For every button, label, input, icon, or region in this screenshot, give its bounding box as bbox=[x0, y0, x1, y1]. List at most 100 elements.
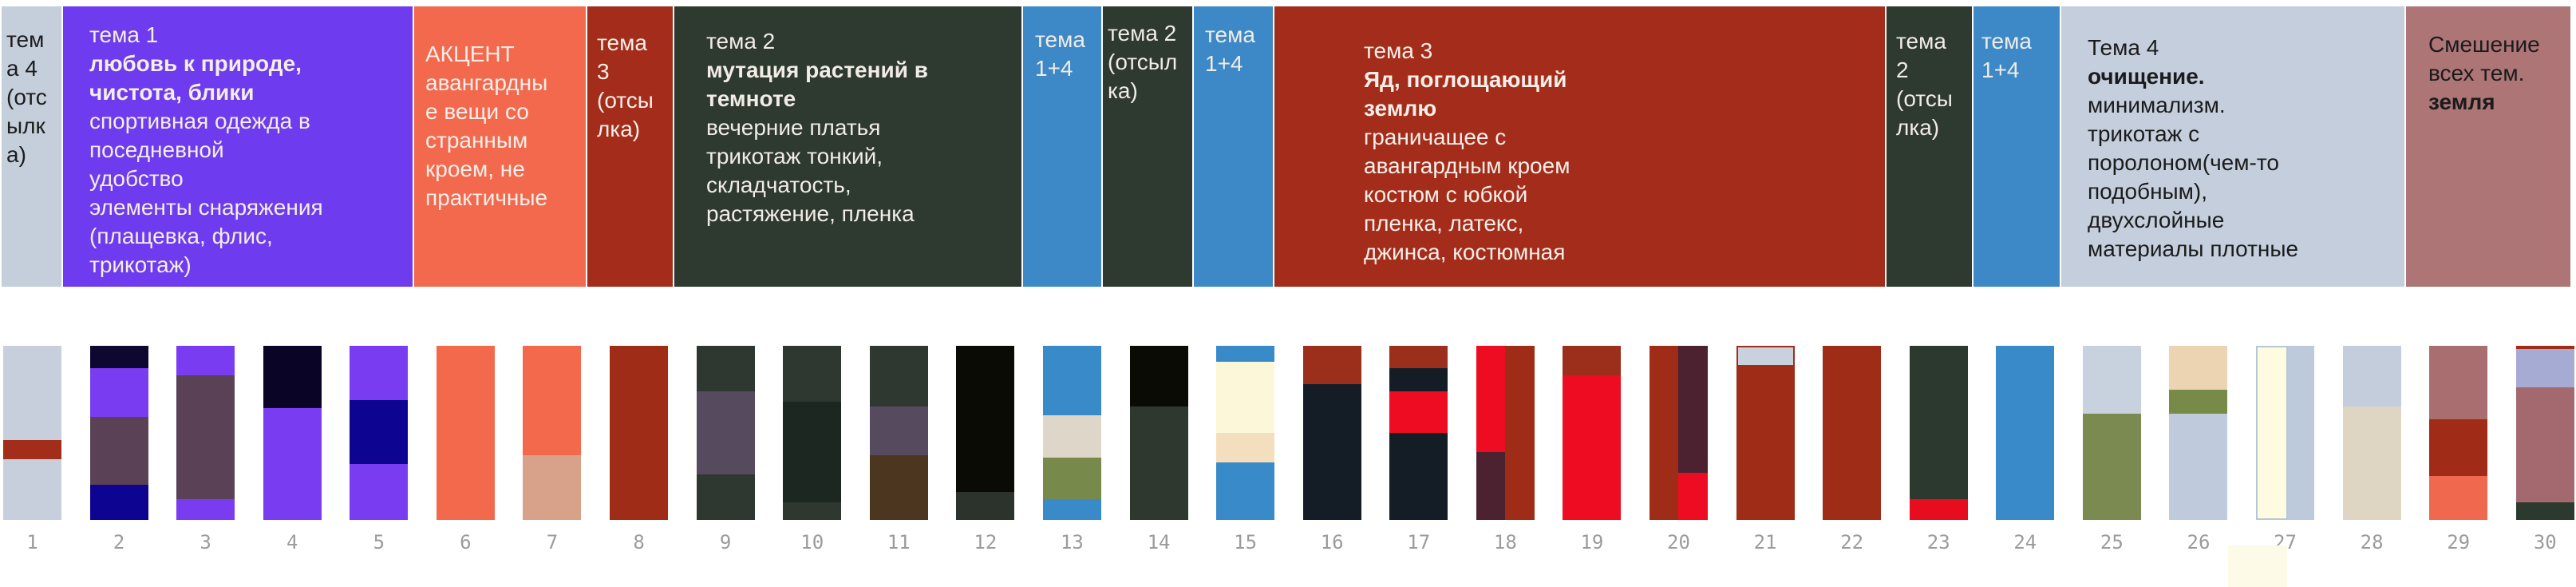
bar-segment[interactable] bbox=[263, 408, 322, 520]
bar-segment[interactable] bbox=[1563, 346, 1622, 376]
bar-segment[interactable] bbox=[610, 346, 669, 520]
bar-segment[interactable] bbox=[263, 346, 322, 409]
bar-segment[interactable] bbox=[350, 464, 409, 520]
bar-column bbox=[1736, 346, 1795, 520]
bar-segment[interactable] bbox=[3, 439, 61, 459]
bar-segment[interactable] bbox=[1389, 432, 1448, 520]
bar-segment[interactable] bbox=[783, 346, 842, 402]
bar-segment[interactable] bbox=[523, 455, 582, 520]
bar-segment[interactable] bbox=[956, 346, 1015, 493]
bar-segment[interactable] bbox=[89, 485, 148, 520]
theme-block-theme-1-4-a[interactable]: тема 1+4 bbox=[1023, 6, 1101, 287]
bar-segment[interactable] bbox=[176, 498, 235, 520]
bar-segment[interactable] bbox=[1563, 375, 1622, 520]
bar-segment[interactable] bbox=[1389, 368, 1448, 391]
bar-segment[interactable] bbox=[2169, 389, 2228, 414]
theme-block-theme-1-4-c[interactable]: тема 1+4 bbox=[1973, 6, 2060, 287]
bar-segment[interactable] bbox=[89, 417, 148, 486]
bar-segment[interactable] bbox=[1476, 451, 1506, 520]
bar-segment[interactable] bbox=[1909, 346, 1968, 499]
bar-segment[interactable] bbox=[1042, 415, 1101, 458]
bar-segment[interactable] bbox=[1042, 498, 1101, 520]
bar-segment[interactable] bbox=[869, 455, 928, 520]
bar-segment[interactable] bbox=[1129, 346, 1188, 407]
bar-segment[interactable] bbox=[869, 407, 928, 456]
bar-segment[interactable] bbox=[436, 346, 495, 520]
bar-segment[interactable] bbox=[1909, 498, 1968, 520]
bar-segment[interactable] bbox=[1216, 346, 1275, 362]
bar-segment[interactable] bbox=[1042, 346, 1101, 416]
bar-segment[interactable] bbox=[350, 346, 409, 400]
theme-block-line: костюм с юбкой bbox=[1364, 182, 1528, 207]
bar-segment[interactable] bbox=[2169, 346, 2228, 390]
bar-segment[interactable] bbox=[956, 492, 1015, 520]
bar-segment[interactable] bbox=[1216, 462, 1275, 520]
bar-segment[interactable] bbox=[2169, 414, 2228, 520]
bar-segment[interactable] bbox=[3, 458, 61, 520]
bar-segment[interactable] bbox=[1476, 346, 1506, 452]
bar-segment[interactable] bbox=[696, 346, 755, 391]
bar-segment[interactable] bbox=[1736, 346, 1795, 367]
bar-segment[interactable] bbox=[523, 346, 582, 456]
bar-segment[interactable] bbox=[1823, 346, 1882, 520]
bar-segment[interactable] bbox=[783, 401, 842, 503]
bar-segment[interactable] bbox=[1649, 346, 1679, 520]
theme-block-accent[interactable]: АКЦЕНТ авангардны е вещи со странным кроем, … bbox=[414, 6, 586, 287]
bar-segment[interactable] bbox=[1678, 346, 1708, 474]
theme-block-theme-2-ref-b[interactable]: тема 2 (отсы лка) bbox=[1887, 6, 1972, 287]
theme-block-line: (отс bbox=[6, 85, 47, 109]
bar-segment[interactable] bbox=[1389, 391, 1448, 433]
theme-block-line: землю bbox=[1364, 96, 1437, 121]
theme-block-theme-4[interactable]: Тема 4 очищение. минимализм. трикотаж с поро… bbox=[2061, 6, 2404, 287]
bar-segment[interactable] bbox=[1129, 407, 1188, 520]
bar-segment[interactable] bbox=[2515, 387, 2574, 503]
bar-segment[interactable] bbox=[1678, 473, 1708, 520]
bar-segment[interactable] bbox=[3, 346, 61, 440]
bar-segment[interactable] bbox=[1389, 346, 1448, 369]
stray-swatch[interactable] bbox=[2228, 545, 2287, 587]
bar-segment[interactable] bbox=[2429, 476, 2488, 520]
bar-segment[interactable] bbox=[696, 391, 755, 475]
theme-block-theme-3[interactable]: тема 3 Яд, поглощающий землю граничащее с ав… bbox=[1274, 6, 1885, 287]
theme-block-theme-2[interactable]: тема 2 мутация растений в темноте вечерние … bbox=[674, 6, 1021, 287]
theme-block-line: трикотаж) bbox=[89, 252, 192, 277]
bar-segment[interactable] bbox=[2429, 346, 2488, 419]
theme-block-theme-4-ref-left[interactable]: тем а 4 (отс ылк а) bbox=[2, 6, 61, 287]
theme-block-line: любовь к природе, bbox=[89, 51, 302, 76]
bar-segment[interactable] bbox=[1505, 346, 1535, 520]
bar-segment[interactable] bbox=[1302, 346, 1361, 384]
bar-segment[interactable] bbox=[869, 346, 928, 407]
bar-segment[interactable] bbox=[2342, 407, 2401, 520]
palette-bar-7: 7 bbox=[523, 346, 582, 553]
bar-segment[interactable] bbox=[783, 502, 842, 520]
bar-segment[interactable] bbox=[1302, 383, 1361, 520]
bar-segment[interactable] bbox=[350, 399, 409, 465]
bar-segment[interactable] bbox=[696, 474, 755, 520]
bar-segment[interactable] bbox=[2515, 349, 2574, 388]
bar-segment[interactable] bbox=[1996, 346, 2055, 520]
bar-segment[interactable] bbox=[2515, 502, 2574, 520]
bar-segment[interactable] bbox=[2429, 418, 2488, 477]
theme-block-theme-1-4-b[interactable]: тема 1+4 bbox=[1194, 6, 1273, 287]
bar-segment[interactable] bbox=[2342, 346, 2401, 407]
bar-segment[interactable] bbox=[1042, 457, 1101, 499]
bar-segment[interactable] bbox=[1216, 361, 1275, 433]
bar-segment[interactable] bbox=[1216, 432, 1275, 463]
bar-segment[interactable] bbox=[2515, 346, 2574, 350]
bar-segment[interactable] bbox=[89, 346, 148, 369]
bar-segment[interactable] bbox=[2288, 346, 2315, 520]
theme-block-theme-3-ref[interactable]: тема 3 (отсы лка) bbox=[587, 6, 673, 287]
theme-block-theme-2-ref-a[interactable]: тема 2 (отсыл ка) bbox=[1103, 6, 1192, 287]
bar-number-label: 13 bbox=[1060, 531, 1084, 553]
bar-segment[interactable] bbox=[2082, 346, 2141, 414]
bar-segment[interactable] bbox=[89, 368, 148, 418]
bar-segment[interactable] bbox=[176, 346, 235, 376]
bar-segment[interactable] bbox=[176, 375, 235, 499]
bar-segment[interactable] bbox=[2256, 346, 2289, 520]
theme-block-mix-all[interactable]: Смешение всех тем. земля bbox=[2406, 6, 2570, 287]
bar-segment[interactable] bbox=[1736, 367, 1795, 520]
bar-number-label: 9 bbox=[719, 531, 732, 553]
theme-block-theme-1[interactable]: тема 1 любовь к природе, чистота, блики спо… bbox=[63, 6, 413, 287]
bar-segment[interactable] bbox=[2082, 414, 2141, 520]
